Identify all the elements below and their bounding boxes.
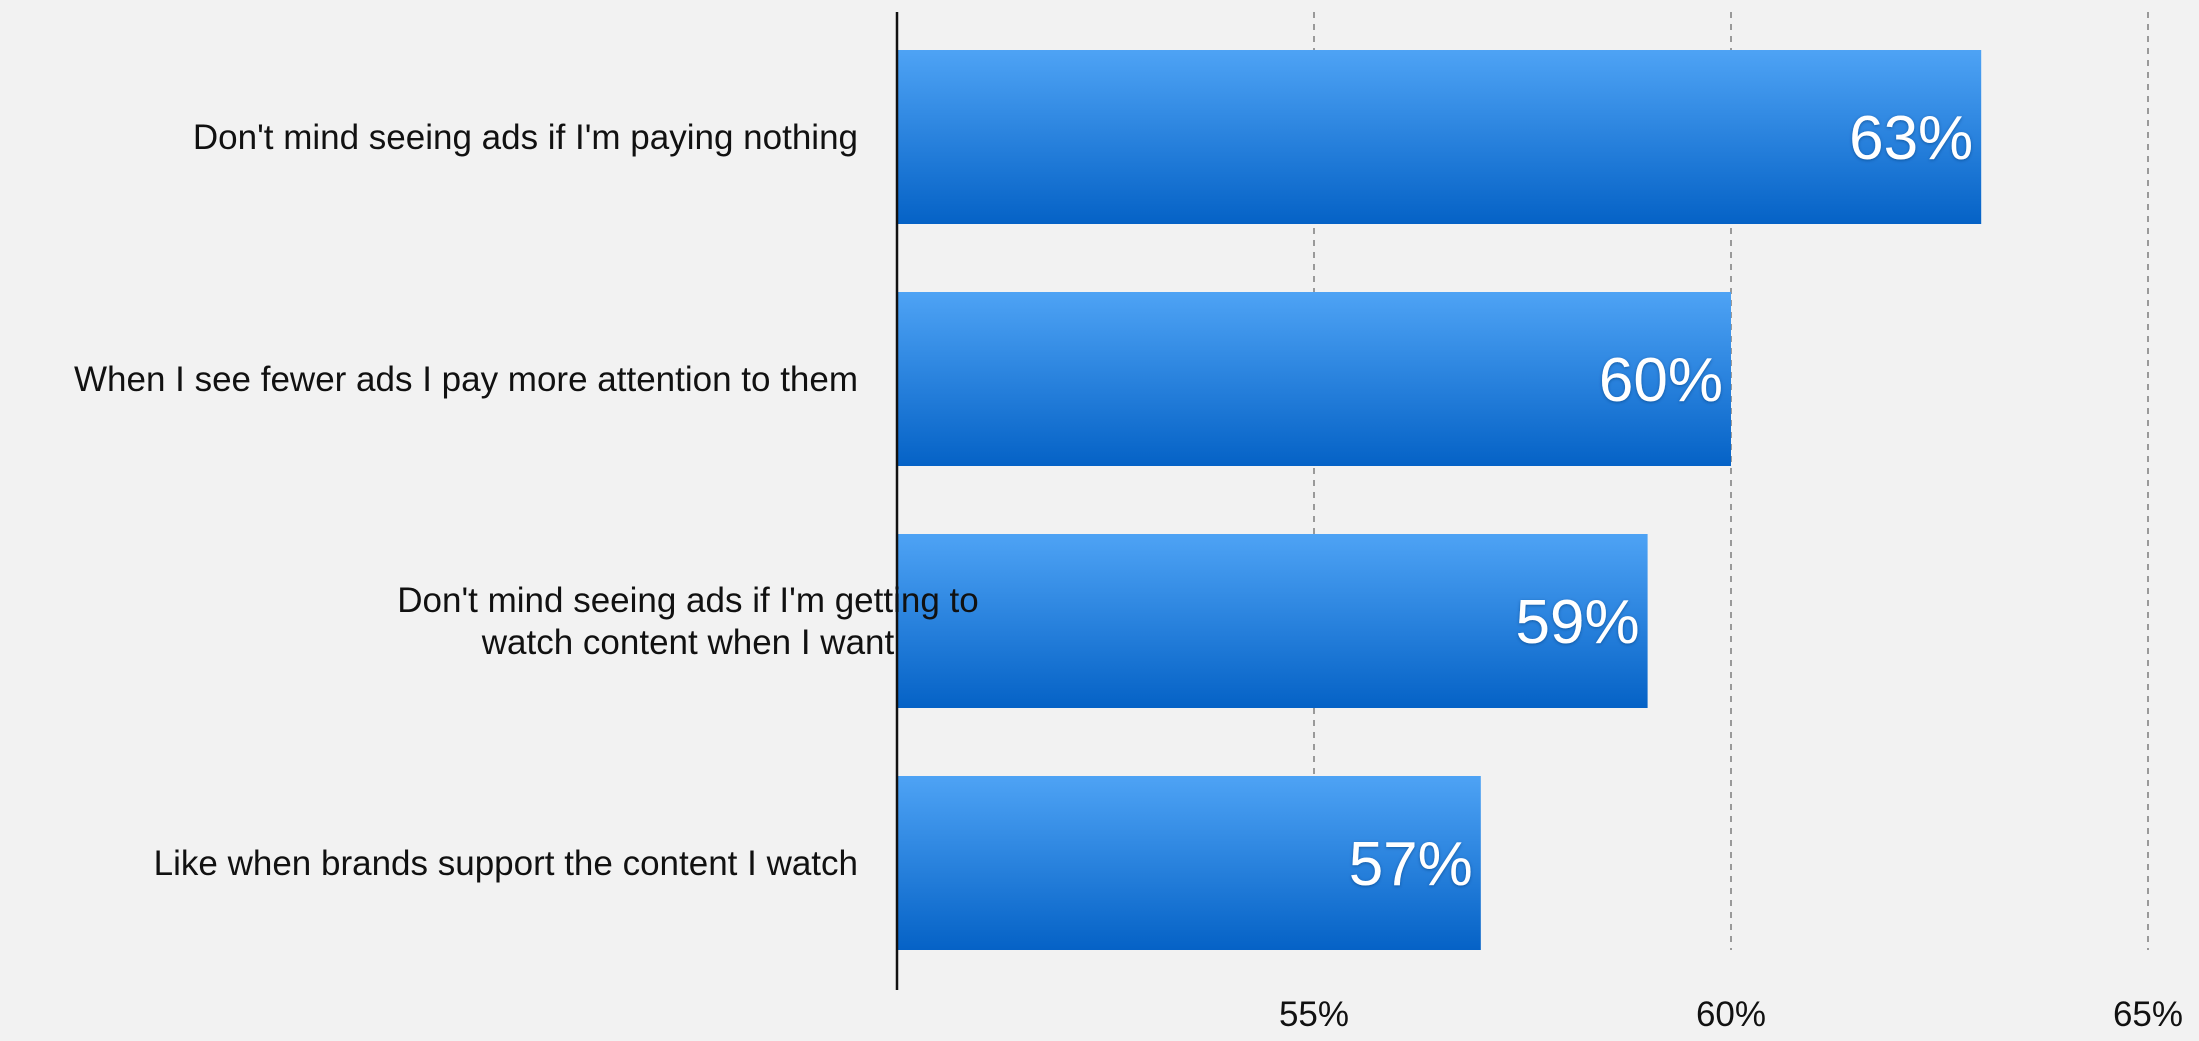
bar-4 [897, 776, 1481, 950]
bar-3 [897, 534, 1648, 708]
category-label: Don't mind seeing ads if I'm paying noth… [193, 118, 858, 157]
category-label: When I see fewer ads I pay more attentio… [74, 360, 858, 399]
bar-2 [897, 292, 1731, 466]
bar-value-label: 63% [1849, 104, 1973, 173]
category-label: Like when brands support the content I w… [154, 844, 858, 883]
category-label: watch content when I want [481, 623, 895, 662]
bar-value-label: 57% [1349, 830, 1473, 899]
bar-1 [897, 50, 1982, 224]
x-tick-label: 60% [1696, 995, 1766, 1034]
bars [897, 50, 1982, 950]
bar-value-label: 59% [1516, 588, 1640, 657]
labels: 55% 60% 65% 63% Don't mind seeing ads if I'm… [74, 104, 2183, 1034]
bar-value-label: 60% [1599, 346, 1723, 415]
x-tick-label: 55% [1279, 995, 1349, 1034]
category-label: Don't mind seeing ads if I'm getting to [397, 581, 978, 620]
x-tick-label: 65% [2113, 995, 2183, 1034]
